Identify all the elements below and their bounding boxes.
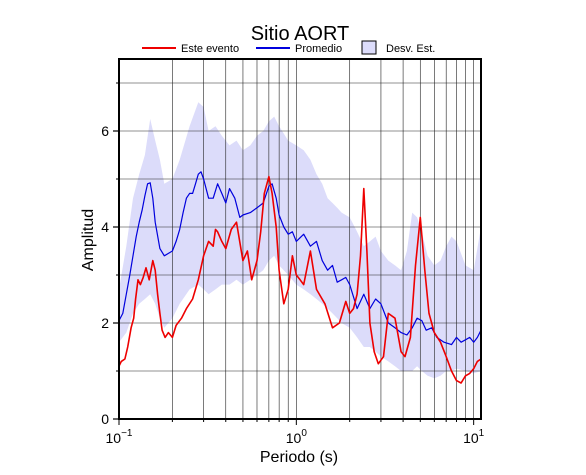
x-tick-label: 100	[286, 428, 308, 446]
std-dev-band-layer	[119, 102, 481, 379]
x-tick-label: 101	[463, 428, 485, 446]
y-tick-label: 6	[101, 123, 109, 139]
y-tick-label: 0	[101, 411, 109, 427]
x-tick-label: 10−1	[106, 428, 133, 446]
x-axis-label: Periodo (s)	[260, 449, 338, 466]
std-dev-band	[119, 102, 481, 379]
mean-series-line	[118, 171, 482, 346]
chart-title: Sitio AORT	[251, 23, 350, 45]
legend-label-mean: Promedio	[295, 43, 342, 55]
y-tick-label: 4	[101, 219, 109, 235]
plot-frame	[118, 58, 482, 420]
legend-label-event: Este evento	[181, 43, 239, 55]
legend: Este evento Promedio Desv. Est.	[142, 40, 435, 55]
y-tick-label: 2	[101, 315, 109, 331]
series-layer	[118, 171, 482, 384]
legend-swatch-band	[361, 40, 377, 55]
ticks-layer: 0 2 4 6 10−1 100 101	[101, 82, 485, 446]
y-axis-label: Amplitud	[80, 209, 97, 271]
grid-layer	[119, 59, 481, 419]
event-series-line	[118, 175, 482, 384]
legend-label-band: Desv. Est.	[386, 43, 435, 55]
